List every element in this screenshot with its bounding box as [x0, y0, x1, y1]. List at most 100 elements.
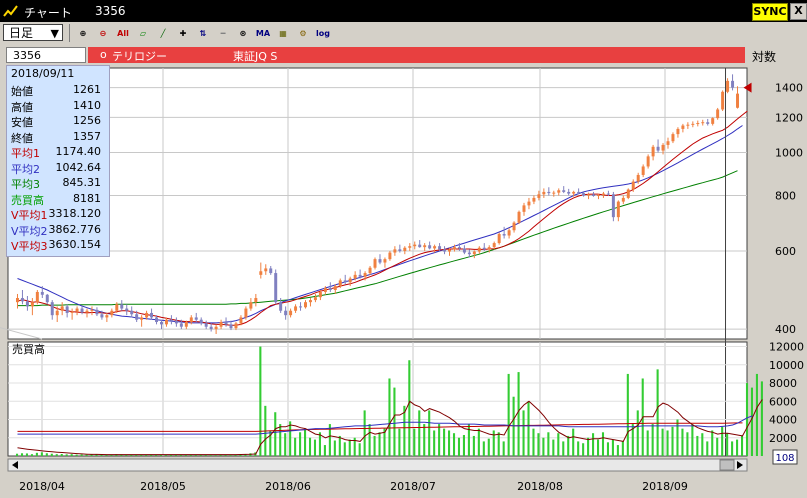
volume-bar: [755, 373, 758, 456]
info-value: 1174.40: [55, 145, 102, 158]
candle-body: [716, 109, 720, 119]
candle-body: [140, 317, 144, 320]
volume-bar: [45, 453, 48, 456]
volume-bar: [328, 424, 331, 456]
period-select[interactable]: 日足 ▼: [3, 24, 63, 41]
volume-bar: [120, 454, 123, 456]
volume-bar: [214, 455, 217, 456]
candle-body: [254, 298, 258, 303]
chart-app-icon: [3, 3, 19, 19]
volume-scroll-box[interactable]: [772, 449, 798, 465]
settings-icon[interactable]: ⚙: [299, 28, 307, 38]
volume-bar: [438, 424, 441, 456]
scroll-right-icon[interactable]: [737, 461, 743, 469]
candle-body: [115, 304, 119, 311]
volume-panel[interactable]: [7, 341, 748, 457]
candle-body: [50, 302, 54, 316]
volume-bar: [85, 454, 88, 456]
volume-bar: [423, 424, 426, 456]
volume-bar: [150, 454, 153, 456]
volume-bar: [631, 424, 634, 456]
volume-bar: [448, 430, 451, 456]
price-tick-label: 1400: [775, 82, 803, 95]
volume-bar: [25, 453, 29, 456]
info-row: 平均2 1042.64: [11, 161, 107, 176]
zoom-icon[interactable]: ⊛: [239, 28, 247, 38]
compare-icon[interactable]: ▱: [139, 28, 147, 38]
volume-bar: [304, 428, 307, 456]
volume-bar: [244, 454, 247, 456]
candle-body: [135, 314, 139, 320]
all-icon[interactable]: All: [117, 28, 129, 38]
ohlc-icon[interactable]: ⊖: [99, 28, 107, 38]
candle-body: [85, 310, 89, 313]
info-label: 平均2: [11, 162, 40, 176]
volume-bar: [388, 378, 391, 456]
volume-bar: [408, 360, 411, 456]
volume-bar: [403, 405, 406, 456]
candle-body: [706, 122, 710, 124]
volume-bar: [537, 433, 540, 456]
ohlc-info-panel: 2018/09/11 始値 1261 高値 1410 安値 1256 終値 1357 平均1 11…: [6, 65, 110, 257]
stock-info-bar: 3356 o テリロジー 東証JQ S 対数: [0, 46, 807, 65]
candle-body: [110, 310, 114, 316]
grid-icon[interactable]: ▦: [279, 28, 287, 38]
horizontal-scrollbar[interactable]: [7, 458, 748, 472]
scroll-thumb[interactable]: [719, 459, 735, 471]
candle-body: [433, 246, 437, 249]
draw-line-icon[interactable]: ╱: [160, 28, 166, 38]
volume-bar: [452, 433, 456, 456]
candle-body: [408, 246, 412, 248]
info-row: V平均3 3630.154: [11, 238, 107, 253]
log-icon[interactable]: log: [316, 28, 330, 38]
volume-tick-label: 4000: [769, 414, 797, 427]
volume-bar: [527, 401, 530, 456]
info-label: 始値: [11, 85, 33, 98]
volume-bar: [279, 424, 282, 456]
candle-body: [373, 259, 377, 268]
candle-body: [537, 194, 541, 198]
candle-body: [214, 326, 218, 330]
candle-body: [666, 141, 670, 145]
candlestick-icon[interactable]: ⊕: [79, 28, 87, 38]
candle-body: [547, 191, 551, 194]
price-band-icon[interactable]: ━: [220, 28, 226, 38]
candle-body: [130, 310, 134, 315]
window-title: チャート: [24, 6, 72, 20]
ma-icon[interactable]: MA: [255, 28, 271, 38]
candle-body: [274, 273, 278, 303]
scroll-left-icon[interactable]: [12, 461, 18, 469]
info-label: V平均3: [11, 240, 48, 253]
volume-bar: [299, 432, 302, 456]
log-scale-label[interactable]: 対数: [752, 50, 777, 64]
volume-bar: [596, 439, 600, 456]
info-label: 安値: [11, 116, 33, 129]
ma1-line: [17, 110, 748, 326]
price-panel[interactable]: [7, 67, 748, 340]
volume-bar: [80, 454, 83, 456]
volume-bar: [656, 369, 659, 456]
volume-tick-label: 2000: [769, 432, 797, 445]
flip-icon[interactable]: ⇅: [199, 28, 207, 38]
volume-bar: [343, 442, 346, 456]
candle-body: [443, 249, 447, 252]
volume-bar: [363, 410, 366, 456]
candle-body: [289, 310, 293, 316]
candle-body: [487, 247, 491, 250]
volume-bar: [174, 454, 177, 456]
volume-bar: [507, 373, 510, 456]
volume-bar: [224, 454, 227, 456]
stock-code-input[interactable]: 3356: [6, 47, 86, 63]
volume-bar: [711, 430, 714, 456]
crosshair-icon[interactable]: ✚: [179, 28, 187, 38]
candle-body: [552, 192, 556, 194]
candle-body: [323, 288, 327, 292]
x-tick-label: 2018/08: [517, 480, 563, 493]
candle-body: [671, 134, 675, 142]
sync-button[interactable]: SYNC: [752, 3, 788, 21]
market-name: 東証JQ S: [233, 50, 278, 63]
candle-body: [736, 93, 740, 108]
candle-body: [70, 311, 74, 313]
volume-bar: [621, 441, 624, 456]
